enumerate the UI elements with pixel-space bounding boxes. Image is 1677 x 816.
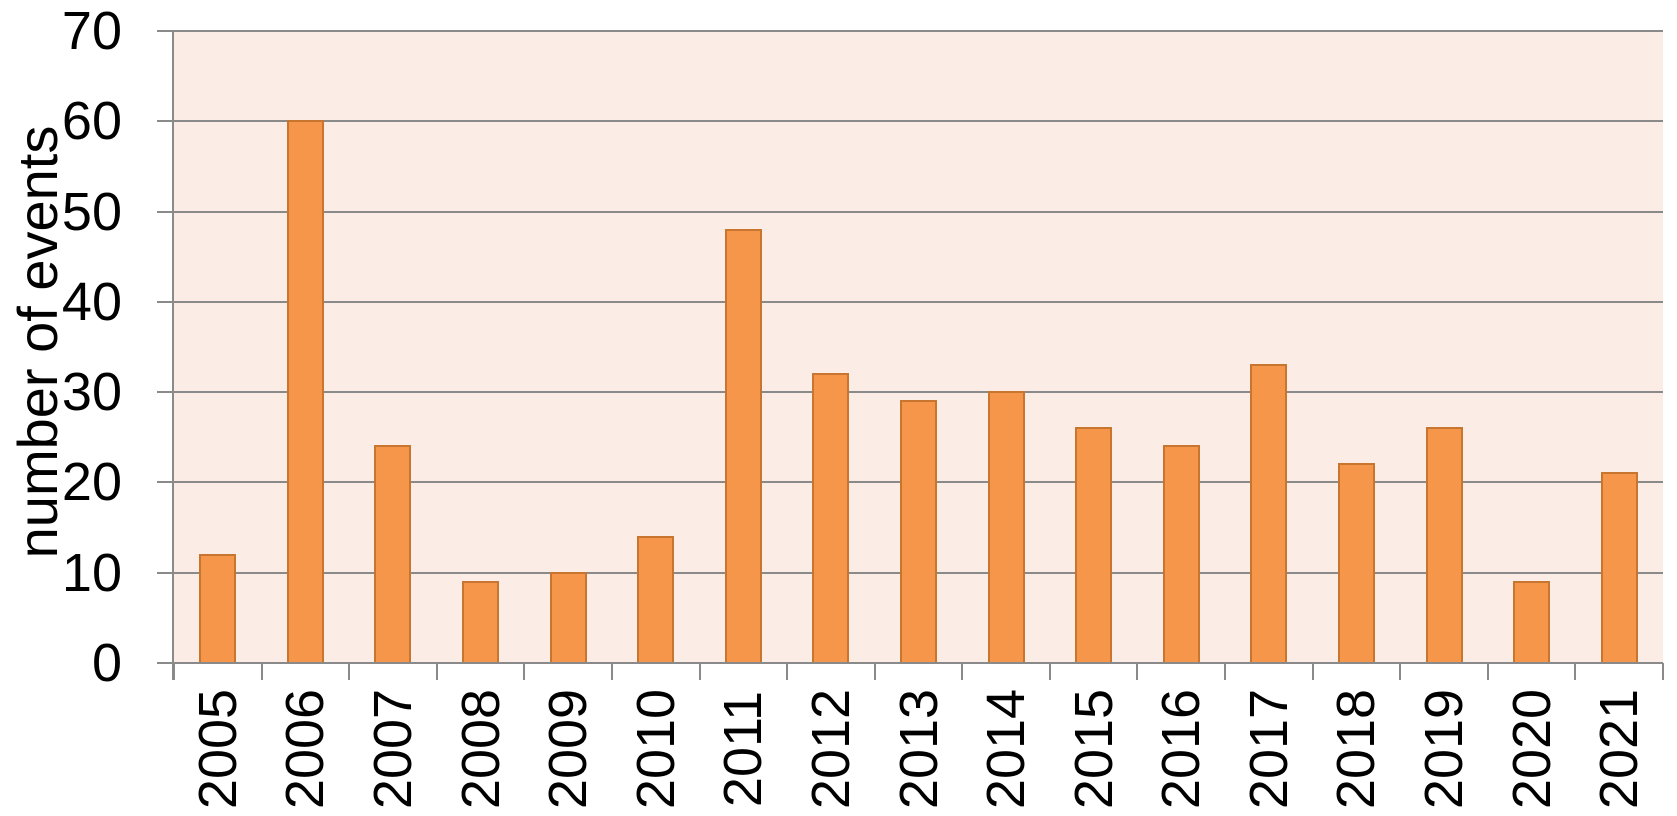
x-axis-tick xyxy=(523,663,526,680)
bar-2017 xyxy=(1250,364,1288,662)
bar-2020 xyxy=(1513,580,1551,662)
x-axis-tick xyxy=(1311,663,1314,680)
x-axis-tick xyxy=(786,663,789,680)
x-axis-tick xyxy=(348,663,351,680)
y-tick-label-60: 60 xyxy=(61,91,122,152)
bar-2005 xyxy=(199,553,237,662)
bar-2008 xyxy=(462,580,500,662)
y-tick-label-0: 0 xyxy=(91,633,122,693)
x-tick-label-2012: 2012 xyxy=(800,688,861,810)
bar-2016 xyxy=(1162,445,1200,662)
x-axis-tick xyxy=(1574,663,1577,680)
x-axis-tick xyxy=(1486,663,1489,680)
x-tick-label-2015: 2015 xyxy=(1063,688,1124,810)
gridline-y-0 xyxy=(157,662,1663,664)
bar-2019 xyxy=(1425,427,1463,662)
gridline-y-50 xyxy=(157,210,1663,213)
bar-2018 xyxy=(1337,463,1375,662)
bar-2015 xyxy=(1075,427,1113,662)
x-tick-label-2014: 2014 xyxy=(976,688,1037,810)
x-axis-tick xyxy=(1224,663,1227,680)
gridline-y-40 xyxy=(157,300,1663,303)
x-axis-tick xyxy=(1399,663,1402,680)
x-tick-label-2009: 2009 xyxy=(538,688,599,810)
gridline-y-60 xyxy=(157,120,1663,123)
x-tick-label-2013: 2013 xyxy=(888,688,949,810)
x-axis-tick xyxy=(698,663,701,680)
y-tick-label-30: 30 xyxy=(61,362,122,423)
x-axis-tick xyxy=(873,663,876,680)
x-axis-tick xyxy=(435,663,438,680)
y-tick-label-40: 40 xyxy=(61,271,122,332)
x-axis-tick xyxy=(260,663,263,680)
x-axis-tick xyxy=(610,663,613,680)
x-axis-tick xyxy=(173,663,175,680)
x-axis-tick xyxy=(961,663,964,680)
x-tick-label-2007: 2007 xyxy=(362,688,423,810)
x-tick-label-2008: 2008 xyxy=(450,688,511,810)
bar-2011 xyxy=(724,228,762,662)
y-tick-label-50: 50 xyxy=(61,181,122,242)
bar-2014 xyxy=(987,391,1025,662)
gridline-y-30 xyxy=(157,391,1663,394)
x-tick-label-2020: 2020 xyxy=(1501,688,1562,810)
bar-2021 xyxy=(1600,472,1638,662)
x-tick-label-2021: 2021 xyxy=(1589,688,1650,810)
bar-2009 xyxy=(549,571,587,662)
bar-2013 xyxy=(900,400,937,662)
y-tick-label-20: 20 xyxy=(61,452,122,513)
bar-2010 xyxy=(637,535,675,662)
bar-2012 xyxy=(812,373,850,662)
y-tick-label-70: 70 xyxy=(61,1,122,61)
bar-2006 xyxy=(286,120,324,662)
bar-2007 xyxy=(374,445,412,662)
gridline-y-70 xyxy=(157,30,1663,32)
y-axis-line xyxy=(172,31,174,680)
x-axis-tick xyxy=(1048,663,1051,680)
x-tick-label-2010: 2010 xyxy=(625,688,686,810)
x-tick-label-2017: 2017 xyxy=(1238,688,1299,810)
x-tick-label-2006: 2006 xyxy=(275,688,336,810)
y-tick-label-10: 10 xyxy=(61,542,122,603)
x-tick-label-2005: 2005 xyxy=(187,688,248,810)
x-tick-label-2019: 2019 xyxy=(1414,688,1475,810)
x-tick-label-2016: 2016 xyxy=(1151,688,1212,810)
x-axis-tick xyxy=(1136,663,1139,680)
x-tick-label-2018: 2018 xyxy=(1326,688,1387,810)
x-axis-tick xyxy=(1662,663,1664,680)
x-tick-label-2011: 2011 xyxy=(713,690,774,808)
